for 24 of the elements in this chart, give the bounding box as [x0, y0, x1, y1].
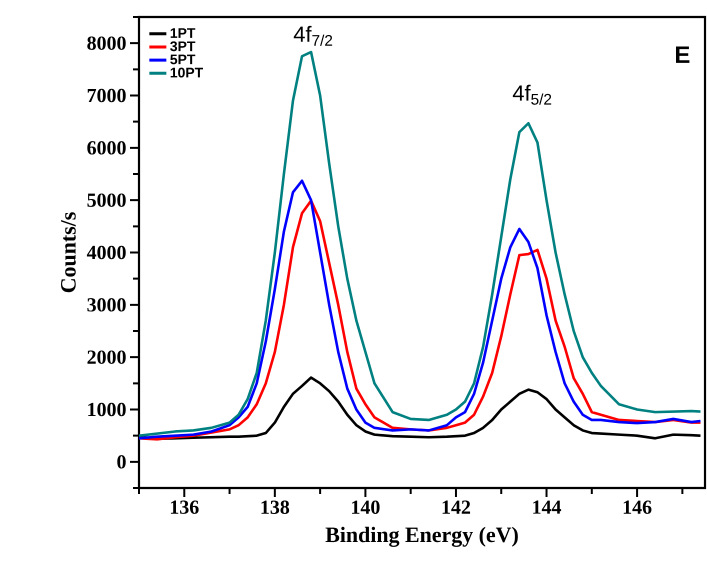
x-axis-title: Binding Energy (eV) — [326, 526, 518, 547]
y-axis-title: Counts/s — [61, 212, 76, 292]
annotation: 4f$_{7/2}$ — [294, 26, 332, 46]
y-tick-label: 2000 — [87, 350, 126, 364]
legend-label: 10PT — [170, 68, 204, 78]
y-tick-label: 5000 — [87, 193, 126, 207]
y-tick-label: 0 — [117, 455, 126, 469]
x-tick-label: 140 — [352, 500, 380, 514]
x-tick-label: 136 — [170, 500, 199, 514]
y-tick-label: 7000 — [88, 88, 126, 102]
y-tick-label: 6000 — [87, 141, 126, 155]
annotation: E — [676, 46, 690, 63]
x-tick-label: 146 — [624, 500, 652, 514]
annotation: 4f$_{5/2}$ — [512, 84, 552, 105]
legend-label: 3PT — [170, 41, 196, 52]
x-tick-label: 142 — [442, 500, 470, 514]
x-tick-label: 138 — [261, 500, 290, 514]
x-tick-label: 144 — [533, 500, 562, 514]
y-tick-label: 1000 — [88, 402, 126, 416]
y-tick-label: 8000 — [87, 36, 126, 50]
y-tick-label: 4000 — [86, 246, 126, 260]
legend-label: 5PT — [170, 54, 196, 64]
legend-label: 1PT — [170, 28, 196, 38]
y-tick-label: 3000 — [87, 298, 126, 312]
